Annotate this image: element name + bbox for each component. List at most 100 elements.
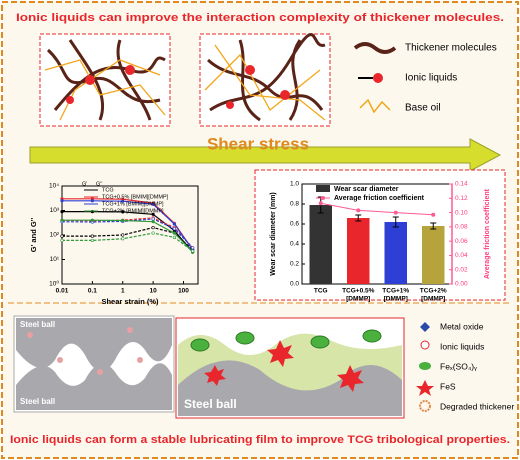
arrow-label: Shear stress — [207, 134, 309, 153]
bar-chart-frame — [254, 169, 506, 301]
x-tick-label: [DMMP] — [421, 296, 445, 303]
legend-label: Base oil — [405, 103, 441, 114]
friction-point — [393, 210, 398, 215]
legend-label: TCG+0.5% [BMIM][DMMP] — [102, 194, 169, 200]
bar — [384, 222, 407, 284]
legend-header: G' — [82, 181, 87, 187]
y2-tick-label: 0.04 — [455, 252, 468, 259]
error-bar — [392, 216, 399, 228]
x-tick-label: 10 — [150, 288, 158, 295]
y-tick-label: 0.8 — [290, 201, 299, 208]
y-tick-label: 0.6 — [290, 221, 299, 228]
y-tick-label: 0.4 — [290, 241, 299, 248]
point — [90, 234, 94, 238]
point — [191, 246, 195, 250]
bar — [309, 205, 332, 284]
x-tick-label: 1 — [121, 288, 125, 295]
point — [172, 222, 176, 226]
bar — [347, 218, 370, 284]
x-tick-label: 0.1 — [88, 288, 97, 295]
point — [191, 249, 195, 253]
point — [151, 217, 155, 221]
conclusion: Ionic liquids can form a stable lubricat… — [10, 434, 510, 446]
point — [151, 202, 155, 206]
point — [60, 210, 64, 214]
x-tick-label: [DMMP] — [346, 296, 370, 303]
x-tick-label: [DMMP] — [384, 296, 408, 303]
x-tick-label: TCG+0.5% — [342, 288, 375, 295]
y-axis-label: Wear scar diameter (mm) — [270, 192, 277, 276]
loss-modulus-line — [62, 232, 194, 252]
legend-swatch — [316, 185, 330, 192]
point — [151, 212, 155, 216]
friction-point — [356, 208, 361, 213]
x-tick-label: TCG+1% — [382, 288, 409, 295]
legend-label: Ionic liquids — [440, 341, 484, 351]
legend-label: FeS — [440, 381, 456, 391]
bottom-diagram — [13, 315, 434, 419]
point — [151, 226, 155, 230]
legend-label: TCG+2% [BMIM][DMMP] — [102, 208, 164, 214]
x-tick-label: TCG+2% — [420, 288, 447, 295]
shear-arrow — [29, 138, 502, 172]
point — [121, 237, 125, 241]
friction-point — [318, 201, 323, 206]
y-axis-label: G' and G'' — [29, 218, 38, 253]
legend-swatch — [321, 196, 325, 200]
top-legend-icons — [353, 42, 397, 114]
steel-ball-label: Steel ball — [20, 320, 55, 329]
error-bar — [355, 214, 362, 222]
y2-tick-label: 0.12 — [455, 195, 468, 202]
error-bar — [430, 222, 437, 230]
point — [172, 231, 176, 235]
y-tick-label: 0.2 — [290, 261, 299, 268]
point — [60, 218, 64, 222]
point — [121, 218, 125, 223]
legend-label: TCG — [102, 187, 114, 193]
bar — [422, 226, 445, 284]
loss-modulus-line — [61, 218, 194, 249]
steel-ball-label: Steel ball — [184, 397, 237, 411]
legend-header: G'' — [96, 181, 102, 187]
y2-axis-label: Average friction coefficient — [484, 188, 491, 279]
legend-label: Feₓ(SO₄)ᵧ — [440, 361, 477, 371]
point — [151, 220, 155, 224]
point — [90, 238, 94, 243]
x-tick-label: TCG — [314, 288, 328, 295]
y-tick-label: 0.0 — [290, 281, 299, 288]
y2-tick-label: 0.06 — [455, 238, 468, 245]
y-tick-label: 10¹ — [50, 256, 60, 263]
y2-tick-label: 0.14 — [455, 181, 468, 188]
storage-modulus-line — [62, 219, 194, 253]
legend-label: Wear scar diameter — [334, 186, 399, 193]
legend-label: Metal oxide — [440, 321, 484, 331]
y-tick-label: 10⁴ — [49, 183, 59, 190]
y2-tick-label: 0.10 — [455, 209, 468, 216]
point — [172, 235, 176, 239]
point — [60, 199, 64, 203]
storage-modulus-line — [62, 200, 194, 251]
y2-tick-label: 0.00 — [455, 281, 468, 288]
friction-line — [320, 202, 434, 216]
top-title: Ionic liquids can improve the interactio… — [16, 12, 504, 24]
point — [121, 210, 125, 214]
legend-label: Degraded thickener — [440, 401, 514, 411]
y-tick-label: 10² — [50, 232, 60, 239]
point — [172, 227, 176, 231]
point — [60, 238, 64, 243]
point — [90, 199, 94, 203]
y-tick-label: 10⁰ — [49, 280, 59, 288]
legend-label: Thickener molecules — [405, 43, 497, 54]
storage-modulus-line — [62, 211, 194, 253]
point — [121, 233, 125, 237]
x-axis-label: Shear strain (%) — [101, 297, 159, 306]
point — [121, 199, 125, 203]
friction-point — [431, 212, 436, 217]
y-tick-label: 1.0 — [290, 181, 299, 188]
point — [60, 234, 64, 238]
x-tick-label: 100 — [178, 288, 189, 295]
molecule-box — [39, 33, 331, 127]
point — [151, 231, 155, 235]
